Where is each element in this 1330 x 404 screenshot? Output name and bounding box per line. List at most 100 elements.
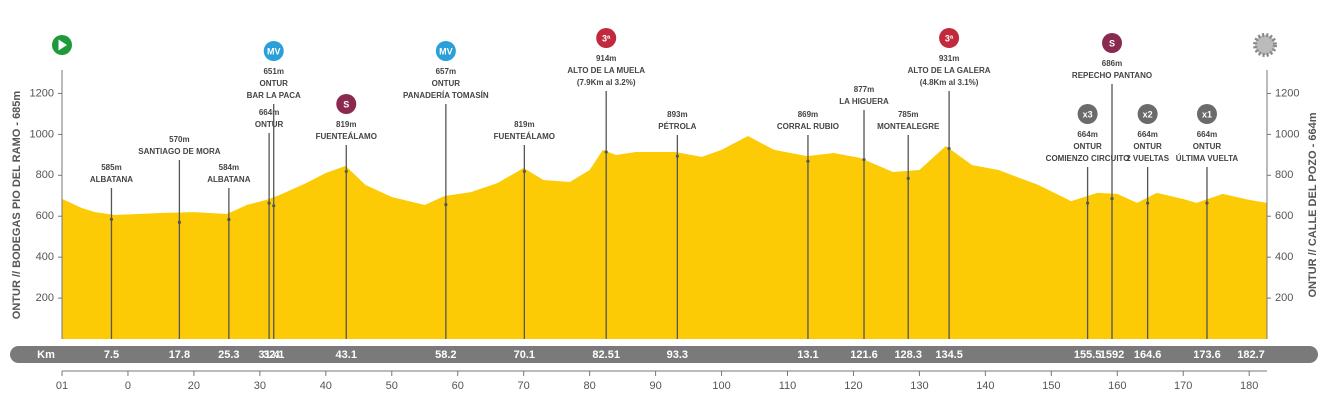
y-tick-label: 1000 [1275, 128, 1299, 140]
waypoint-elevation-label: 664m [1077, 130, 1097, 139]
waypoint-elevation-label: 584m [219, 163, 239, 172]
waypoint: 914m ALTO DE LA MUELA (7.9Km al 3.2%) 3ª [567, 28, 645, 339]
y-tick-label: 1200 [30, 87, 54, 99]
waypoint-name: REPECHO PANTANO [1072, 71, 1152, 80]
km-title: Km [37, 349, 55, 361]
waypoint-elevation-label: 785m [898, 110, 918, 119]
km-label: 134.5 [935, 349, 963, 361]
km-label: 7.5 [104, 349, 119, 361]
km-label: 13.1 [797, 349, 818, 361]
waypoint-name: ONTUR [255, 120, 284, 129]
x-tick-label: 160 [1108, 380, 1126, 392]
waypoint: 819m FUENTEÁLAMO [494, 120, 555, 339]
x-tick-label: 20 [188, 380, 200, 392]
waypoint-elevation [522, 169, 526, 174]
waypoint-name: 2 VUELTAS [1126, 154, 1169, 163]
waypoint-elevation [177, 220, 182, 224]
waypoint-elevation [906, 176, 910, 180]
x-tick-label: 40 [320, 380, 332, 392]
waypoint-icon [596, 28, 617, 48]
waypoint-elevation [675, 154, 679, 158]
y-title-left: ONTUR // BODEGAS PIO DEL RAMO - 685m [11, 91, 23, 320]
waypoint-name: LA HIGUERA [839, 97, 889, 106]
x-tick-label: 110 [779, 380, 797, 392]
waypoint-elevation [806, 159, 810, 163]
waypoint-elevation [272, 204, 276, 208]
y-tick-label: 400 [1275, 251, 1293, 263]
waypoint: 686m REPECHO PANTANO S [1072, 33, 1152, 339]
waypoint-elevation [444, 202, 448, 207]
x-tick-label: 100 [712, 380, 730, 392]
waypoint: 931m ALTO DE LA GALERA (4.8Km al 3.1%) 3ª [908, 28, 991, 339]
y-tick-label: 200 [36, 292, 54, 304]
waypoint-elevation [1110, 197, 1114, 201]
elevation-area [62, 136, 1267, 339]
waypoint-name: ALTO DE LA GALERA [908, 66, 991, 75]
waypoint-name: (7.9Km al 3.2%) [577, 78, 636, 87]
waypoint-elevation-label: 585m [101, 163, 121, 172]
waypoint-elevation-label: 819m [336, 120, 356, 129]
waypoint-elevation [109, 217, 114, 221]
x-tick-label: 80 [584, 380, 596, 392]
waypoint-elevation [344, 169, 348, 174]
waypoint-icon-label: 3ª [945, 33, 954, 43]
waypoint-icon-label: x1 [1202, 109, 1212, 119]
waypoint-name: ALBATANA [207, 175, 250, 184]
y-tick-label: 800 [36, 169, 54, 181]
waypoint-elevation [1146, 201, 1150, 205]
x-tick-label: 50 [386, 380, 398, 392]
km-label: 58.2 [435, 349, 456, 361]
waypoint-elevation [947, 146, 951, 151]
waypoint-elevation-label: 893m [667, 110, 687, 119]
y-tick-label: 1000 [30, 128, 54, 140]
x-tick-label: 01 [56, 380, 68, 392]
x-tick-label: 180 [1240, 380, 1258, 392]
km-label: 70.1 [514, 349, 535, 361]
waypoint-elevation [1205, 201, 1209, 205]
waypoint-icon-label: MV [439, 46, 453, 56]
waypoint: 570m SANTIAGO DE MORA [138, 135, 221, 339]
waypoint-icon-label: S [343, 99, 349, 109]
km-label: 155.5 [1074, 349, 1102, 361]
waypoint: 584m ALBATANA [207, 163, 251, 339]
waypoint-icon-label: S [1109, 38, 1115, 48]
x-tick-label: 170 [1174, 380, 1192, 392]
x-tick-label: 90 [649, 380, 661, 392]
waypoint-icon [263, 41, 284, 61]
waypoint: 651m ONTUR BAR LA PACA MV [247, 41, 301, 339]
x-tick-label: 0 [125, 380, 131, 392]
waypoint: 657m ONTUR PANADERÍA TOMASÍN MV [403, 41, 489, 339]
waypoint: 785m MONTEALEGRE [877, 110, 940, 339]
waypoint-name: FUENTEÁLAMO [316, 132, 377, 141]
y-tick-label: 1200 [1275, 87, 1299, 99]
waypoint-name: ONTUR [1073, 142, 1102, 151]
waypoint-elevation [604, 150, 608, 154]
waypoint-icon [435, 41, 456, 61]
waypoint-name: ONTUR [432, 79, 461, 88]
waypoint: 664m ONTUR [255, 108, 284, 339]
km-label: 25.3 [218, 349, 239, 361]
km-label: 182.7 [1237, 349, 1265, 361]
y-tick-label: 600 [1275, 210, 1293, 222]
km-label: 32.1 [263, 349, 284, 361]
km-bar [10, 346, 1318, 363]
waypoint-elevation-label: 664m [1137, 130, 1157, 139]
km-label: 1592 [1100, 349, 1124, 361]
x-tick-label: 60 [452, 380, 464, 392]
waypoint-elevation-label: 877m [854, 85, 874, 94]
km-label: 43.1 [336, 349, 357, 361]
waypoint-icon-label: 3ª [602, 33, 611, 43]
waypoint-elevation [1086, 201, 1090, 205]
km-label: 128.3 [894, 349, 922, 361]
x-tick-label: 30 [254, 380, 266, 392]
waypoint-name: FUENTEÁLAMO [494, 132, 555, 141]
y-tick-label: 200 [1275, 292, 1293, 304]
waypoint-elevation-label: 651m [263, 67, 283, 76]
waypoint-elevation-label: 570m [169, 135, 189, 144]
waypoint-name: SANTIAGO DE MORA [138, 147, 220, 156]
waypoint-elevation-label: 664m [1197, 130, 1217, 139]
waypoint-name: (4.8Km al 3.1%) [920, 78, 979, 87]
waypoint: 819m FUENTEÁLAMO S [316, 94, 377, 339]
km-label: 31.4 [258, 349, 280, 361]
